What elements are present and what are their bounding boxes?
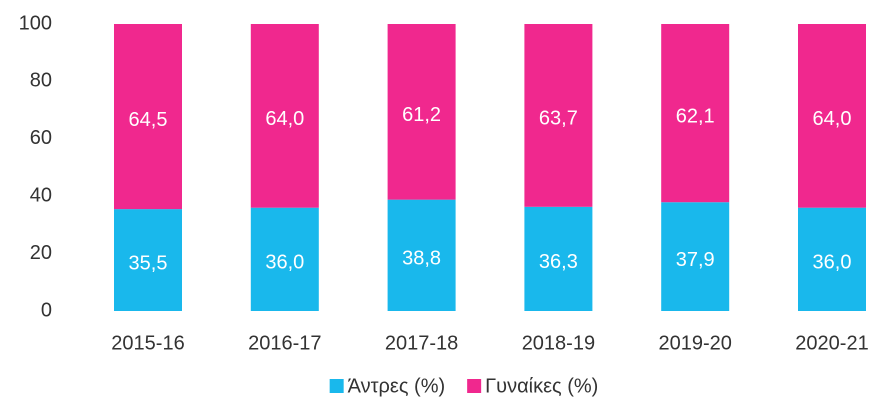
- y-tick-label: 20: [30, 242, 52, 264]
- value-label: 38,8: [402, 248, 441, 270]
- value-label: 36,3: [539, 251, 578, 273]
- legend-label: Άντρες (%): [348, 375, 445, 397]
- value-label: 62,1: [676, 105, 715, 127]
- value-label: 64,0: [265, 108, 304, 130]
- bar-segment: [524, 24, 593, 207]
- bar-segment: [798, 24, 866, 208]
- bar-segment: [114, 209, 182, 311]
- value-label: 64,5: [129, 109, 168, 131]
- bar-segment: [250, 24, 319, 208]
- x-tick-label: 2015-16: [111, 332, 184, 354]
- legend-swatch: [329, 379, 344, 393]
- value-label: 37,9: [676, 249, 715, 271]
- x-tick-label: 2020-21: [795, 332, 868, 354]
- x-tick-label: 2017-18: [385, 332, 458, 354]
- bar-segment: [661, 24, 730, 203]
- bar-segment: [661, 202, 730, 311]
- y-tick-label: 80: [30, 70, 52, 92]
- value-label: 61,2: [402, 104, 441, 126]
- x-tick-label: 2018-19: [522, 332, 595, 354]
- bar-segment: [798, 207, 866, 311]
- legend-swatch: [467, 379, 482, 393]
- bar-segment: [114, 24, 182, 210]
- value-label: 64,0: [813, 108, 852, 130]
- value-label: 35,5: [129, 252, 168, 274]
- bar-segment: [250, 207, 319, 311]
- bar-segment: [387, 199, 456, 311]
- y-tick-label: 100: [19, 12, 52, 34]
- value-label: 36,0: [265, 252, 304, 274]
- value-label: 63,7: [539, 108, 578, 130]
- y-tick-label: 60: [30, 127, 52, 149]
- bar-segment: [387, 24, 456, 200]
- y-tick-label: 0: [41, 299, 52, 321]
- x-tick-label: 2016-17: [248, 332, 321, 354]
- value-label: 36,0: [813, 252, 852, 274]
- x-tick-label: 2019-20: [658, 332, 731, 354]
- legend-label: Γυναίκες (%): [485, 375, 598, 397]
- y-tick-label: 40: [30, 184, 52, 206]
- bar-segment: [524, 206, 593, 311]
